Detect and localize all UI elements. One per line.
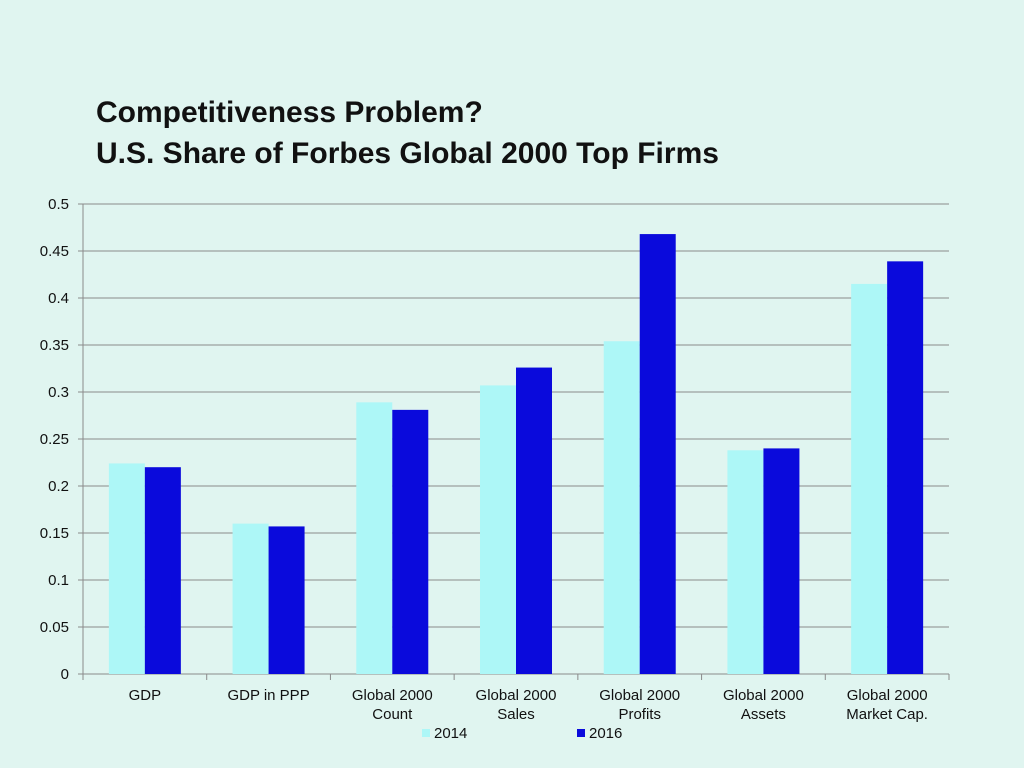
bar-2014-1	[232, 523, 269, 674]
bar-2016-6	[887, 261, 924, 674]
x-category-label: Sales	[497, 706, 535, 723]
x-category-label: Global 2000	[352, 687, 433, 704]
x-category-label: GDP	[129, 687, 162, 704]
bar-2016-0	[144, 467, 181, 674]
y-tick-label: 0.35	[40, 337, 69, 354]
y-tick-label: 0.15	[40, 525, 69, 542]
y-tick-label: 0.2	[48, 478, 69, 495]
y-tick-label: 0.45	[40, 243, 69, 260]
title-line-1: Competitiveness Problem?	[96, 96, 483, 129]
bar-2016-5	[763, 448, 800, 674]
y-tick-label: 0	[61, 666, 69, 683]
x-category-label: Profits	[618, 706, 661, 723]
x-category-label: Global 2000	[723, 687, 804, 704]
x-category-label: Market Cap.	[846, 706, 928, 723]
x-category-label: Assets	[741, 706, 786, 723]
y-tick-label: 0.25	[40, 431, 69, 448]
x-category-label: Global 2000	[847, 687, 928, 704]
y-tick-label: 0.05	[40, 619, 69, 636]
title-line-2: U.S. Share of Forbes Global 2000 Top Fir…	[96, 137, 719, 170]
x-category-label: GDP in PPP	[227, 687, 309, 704]
bar-2014-2	[356, 402, 393, 674]
y-tick-label: 0.3	[48, 384, 69, 401]
x-category-label: Count	[372, 706, 413, 723]
bars	[108, 234, 924, 674]
bar-2014-5	[727, 450, 764, 674]
bar-2016-4	[639, 234, 676, 674]
bar-2016-2	[392, 409, 429, 674]
legend-swatch-2016	[577, 729, 585, 737]
legend-label-2014: 2014	[434, 725, 467, 742]
bar-2016-3	[516, 367, 552, 674]
x-axis-labels: GDP GDP in PPP Global 2000 Count Global 2000…	[129, 687, 928, 723]
x-category-label: Global 2000	[476, 687, 557, 704]
y-tick-label: 0.4	[48, 290, 69, 307]
bar-2014-4	[603, 341, 640, 674]
bar-2014-6	[851, 283, 888, 674]
legend-label-2016: 2016	[589, 725, 622, 742]
legend: 2014 2016	[422, 725, 622, 742]
y-axis-ticks: 0 0.05 0.1 0.15 0.2 0.25 0.3 0.35 0.4 0.45 0.5	[40, 196, 69, 683]
legend-swatch-2014	[422, 729, 430, 737]
y-tick-label: 0.5	[48, 196, 69, 213]
y-tick-label: 0.1	[48, 572, 69, 589]
bar-2016-1	[268, 526, 305, 674]
bar-2014-3	[480, 385, 516, 674]
slide-title: Competitiveness Problem? U.S. Share of F…	[96, 92, 719, 174]
x-category-label: Global 2000	[599, 687, 680, 704]
bar-2014-0	[108, 463, 145, 674]
